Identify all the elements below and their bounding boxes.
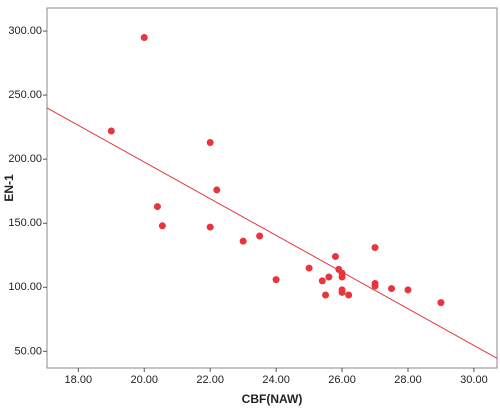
y-tick-label: 150.00	[8, 217, 42, 229]
y-axis-title: EN-1	[2, 174, 16, 202]
point	[256, 232, 264, 240]
x-tick-label: 30.00	[460, 374, 488, 386]
point	[325, 273, 333, 281]
x-tick-label: 22.00	[196, 374, 224, 386]
point	[371, 244, 379, 252]
point	[338, 288, 346, 296]
point	[404, 286, 412, 294]
point	[206, 139, 214, 147]
y-tick-label: 50.00	[14, 345, 42, 357]
x-tick-label: 18.00	[65, 374, 93, 386]
point	[331, 253, 339, 261]
trend-line	[46, 107, 498, 359]
y-tick-label: 300.00	[8, 25, 42, 37]
x-tick-label: 20.00	[130, 374, 158, 386]
point	[213, 186, 221, 194]
point	[153, 203, 161, 211]
point	[338, 273, 346, 281]
y-tick-label: 200.00	[8, 153, 42, 165]
x-tick-label: 28.00	[394, 374, 422, 386]
point	[388, 285, 396, 293]
point	[272, 276, 280, 284]
y-tick-label: 250.00	[8, 89, 42, 101]
point	[437, 299, 445, 307]
point	[371, 282, 379, 290]
x-axis-title: CBF(NAW)	[242, 392, 303, 406]
point	[206, 223, 214, 231]
point	[239, 237, 247, 245]
x-tick-label: 26.00	[328, 374, 356, 386]
plot-area	[46, 7, 498, 369]
point	[345, 291, 353, 299]
point	[107, 127, 115, 135]
x-tick-label: 24.00	[262, 374, 290, 386]
point	[322, 291, 330, 299]
point	[140, 33, 148, 41]
point	[305, 264, 313, 272]
point	[158, 222, 166, 230]
point	[318, 277, 326, 285]
y-tick-label: 100.00	[8, 281, 42, 293]
